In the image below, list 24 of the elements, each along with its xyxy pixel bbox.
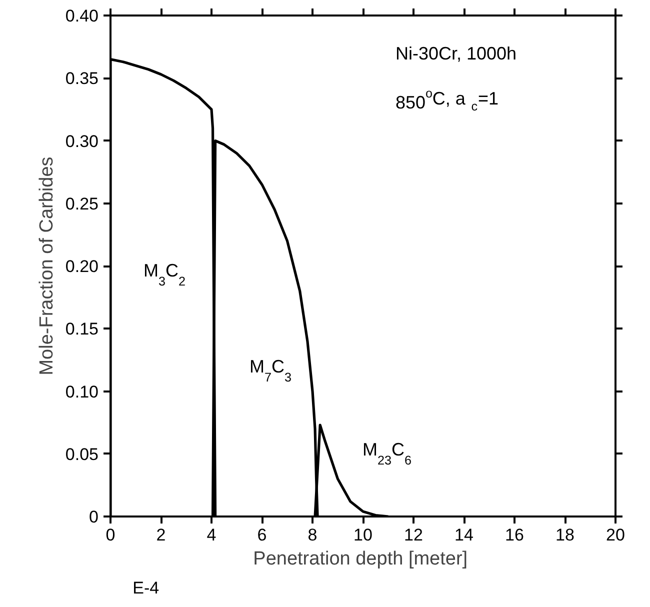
x-tick-label: 10 bbox=[354, 526, 372, 544]
y-axis-title: Mole-Fraction of Carbides bbox=[36, 156, 58, 376]
y-tick-label: 0.30 bbox=[65, 132, 99, 151]
x-tick-label: 6 bbox=[257, 526, 267, 544]
x-tick-label: 2 bbox=[156, 526, 166, 544]
x-tick-label: 20 bbox=[606, 526, 625, 544]
x-tick-label: 0 bbox=[106, 526, 116, 544]
x-axis-title: Penetration depth [meter] bbox=[253, 548, 468, 570]
y-tick-label: 0 bbox=[89, 508, 99, 526]
x-tick-label: 8 bbox=[308, 526, 318, 544]
y-tick-label: 0.05 bbox=[65, 444, 99, 464]
text: E-4 bbox=[132, 578, 160, 598]
x-tick-label: 18 bbox=[556, 526, 574, 544]
y-tick-label: 0.20 bbox=[65, 257, 99, 276]
y-tick-label: 0.10 bbox=[65, 382, 99, 402]
y-tick-label: 0.15 bbox=[65, 320, 99, 339]
annotation: Ni-30Cr, 1000h bbox=[396, 44, 517, 64]
y-tick-label: 0.35 bbox=[65, 69, 99, 88]
y-tick-label: 0.40 bbox=[65, 6, 99, 26]
x-tick-label: 12 bbox=[404, 526, 423, 544]
x-tick-label: 16 bbox=[505, 526, 524, 544]
x-tick-label: 14 bbox=[454, 526, 474, 544]
y-tick-label: 0.25 bbox=[65, 194, 99, 214]
x-tick-label: 4 bbox=[206, 526, 216, 544]
